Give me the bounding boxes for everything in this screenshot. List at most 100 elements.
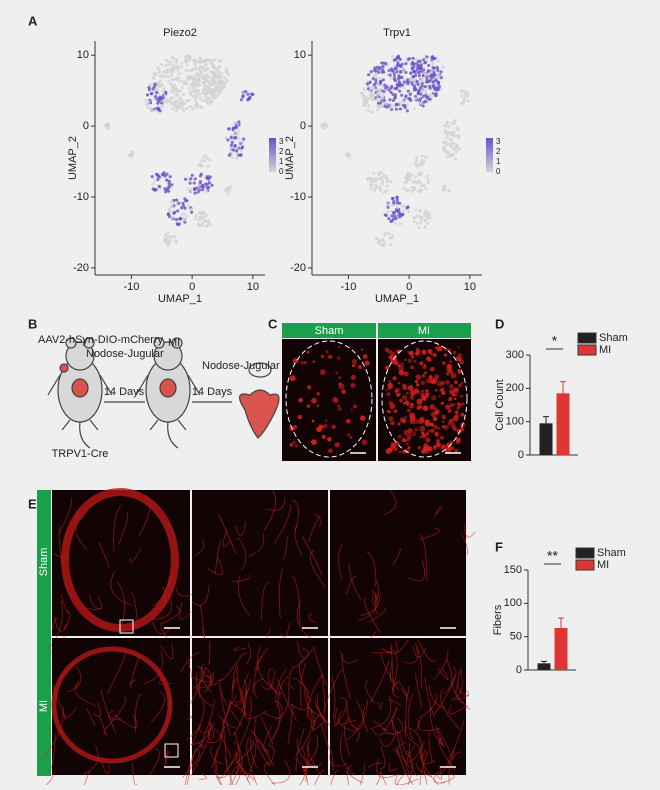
cell xyxy=(191,80,195,84)
cell xyxy=(422,100,426,104)
cell xyxy=(175,77,179,81)
cell xyxy=(435,66,440,70)
cell xyxy=(400,212,404,216)
signal xyxy=(228,701,248,718)
cell xyxy=(168,209,172,213)
signal xyxy=(404,439,408,442)
cell xyxy=(412,107,416,111)
cell xyxy=(198,215,202,219)
signal xyxy=(398,682,409,701)
cell xyxy=(180,79,184,83)
colorbar-tick-label: 0 xyxy=(496,167,501,176)
cell xyxy=(176,99,180,103)
x-tick-label: 0 xyxy=(189,281,195,293)
signal xyxy=(231,652,248,699)
cell xyxy=(190,173,194,177)
signal xyxy=(271,759,291,784)
cell xyxy=(210,93,214,97)
cell xyxy=(166,243,170,247)
signal xyxy=(320,354,325,359)
micrograph xyxy=(52,490,190,636)
signal xyxy=(325,350,329,354)
schematic-text: Nodose-Jugular xyxy=(86,348,164,360)
signal xyxy=(218,714,238,729)
signal xyxy=(196,672,213,707)
cell xyxy=(405,109,409,113)
cell xyxy=(185,62,189,67)
x-tick-label: 0 xyxy=(406,281,412,293)
cell xyxy=(461,89,466,93)
signal xyxy=(341,389,346,394)
signal xyxy=(187,662,192,679)
side-bar xyxy=(37,490,51,776)
cell xyxy=(169,235,173,239)
signal xyxy=(175,587,195,597)
cell xyxy=(169,60,173,64)
cell xyxy=(374,178,378,182)
cell xyxy=(436,87,441,92)
cell xyxy=(153,188,157,192)
cell xyxy=(180,86,185,90)
signal xyxy=(429,359,432,362)
cell xyxy=(426,96,430,100)
signal xyxy=(445,372,450,376)
signal xyxy=(421,349,427,355)
signal xyxy=(387,447,393,453)
cell xyxy=(382,98,386,103)
cell xyxy=(170,70,174,74)
signal xyxy=(182,749,200,778)
signal xyxy=(317,693,329,724)
signal xyxy=(261,581,270,621)
cell xyxy=(197,83,201,87)
cell xyxy=(229,135,233,140)
signal xyxy=(460,412,465,417)
cell xyxy=(185,215,189,219)
cell xyxy=(426,221,430,225)
cell xyxy=(152,89,156,93)
cell xyxy=(417,73,422,78)
cell xyxy=(418,59,422,63)
cell xyxy=(379,239,383,243)
cell xyxy=(383,83,387,87)
signal xyxy=(421,433,426,439)
signal xyxy=(383,717,404,735)
signal xyxy=(447,408,452,413)
signal xyxy=(459,427,465,432)
signal xyxy=(186,724,202,741)
cell xyxy=(413,161,418,166)
cell xyxy=(401,68,405,73)
signal xyxy=(345,418,351,424)
cell xyxy=(449,132,453,136)
signal xyxy=(397,434,402,439)
signal xyxy=(338,345,341,349)
cell xyxy=(183,59,187,63)
cell xyxy=(421,68,426,72)
cell xyxy=(397,74,401,78)
cell xyxy=(244,89,248,94)
cell xyxy=(198,56,202,60)
cell xyxy=(389,209,393,214)
signal xyxy=(274,505,291,544)
cell xyxy=(392,58,396,62)
cell xyxy=(186,98,191,103)
cell xyxy=(239,153,243,157)
cell xyxy=(408,92,412,96)
cell xyxy=(415,159,419,163)
signal xyxy=(447,446,453,452)
cell xyxy=(154,73,158,77)
signal xyxy=(425,392,430,396)
cell xyxy=(452,147,456,151)
cell xyxy=(407,97,411,101)
signal xyxy=(62,706,77,718)
signal xyxy=(340,719,357,726)
legend-swatch xyxy=(575,547,595,559)
cell xyxy=(202,219,206,223)
signal xyxy=(319,369,326,376)
cell xyxy=(239,98,243,102)
outline xyxy=(285,340,373,458)
signal xyxy=(89,593,101,609)
signal xyxy=(267,667,278,694)
cell xyxy=(177,105,181,110)
signal xyxy=(388,762,398,772)
cell xyxy=(400,93,404,97)
